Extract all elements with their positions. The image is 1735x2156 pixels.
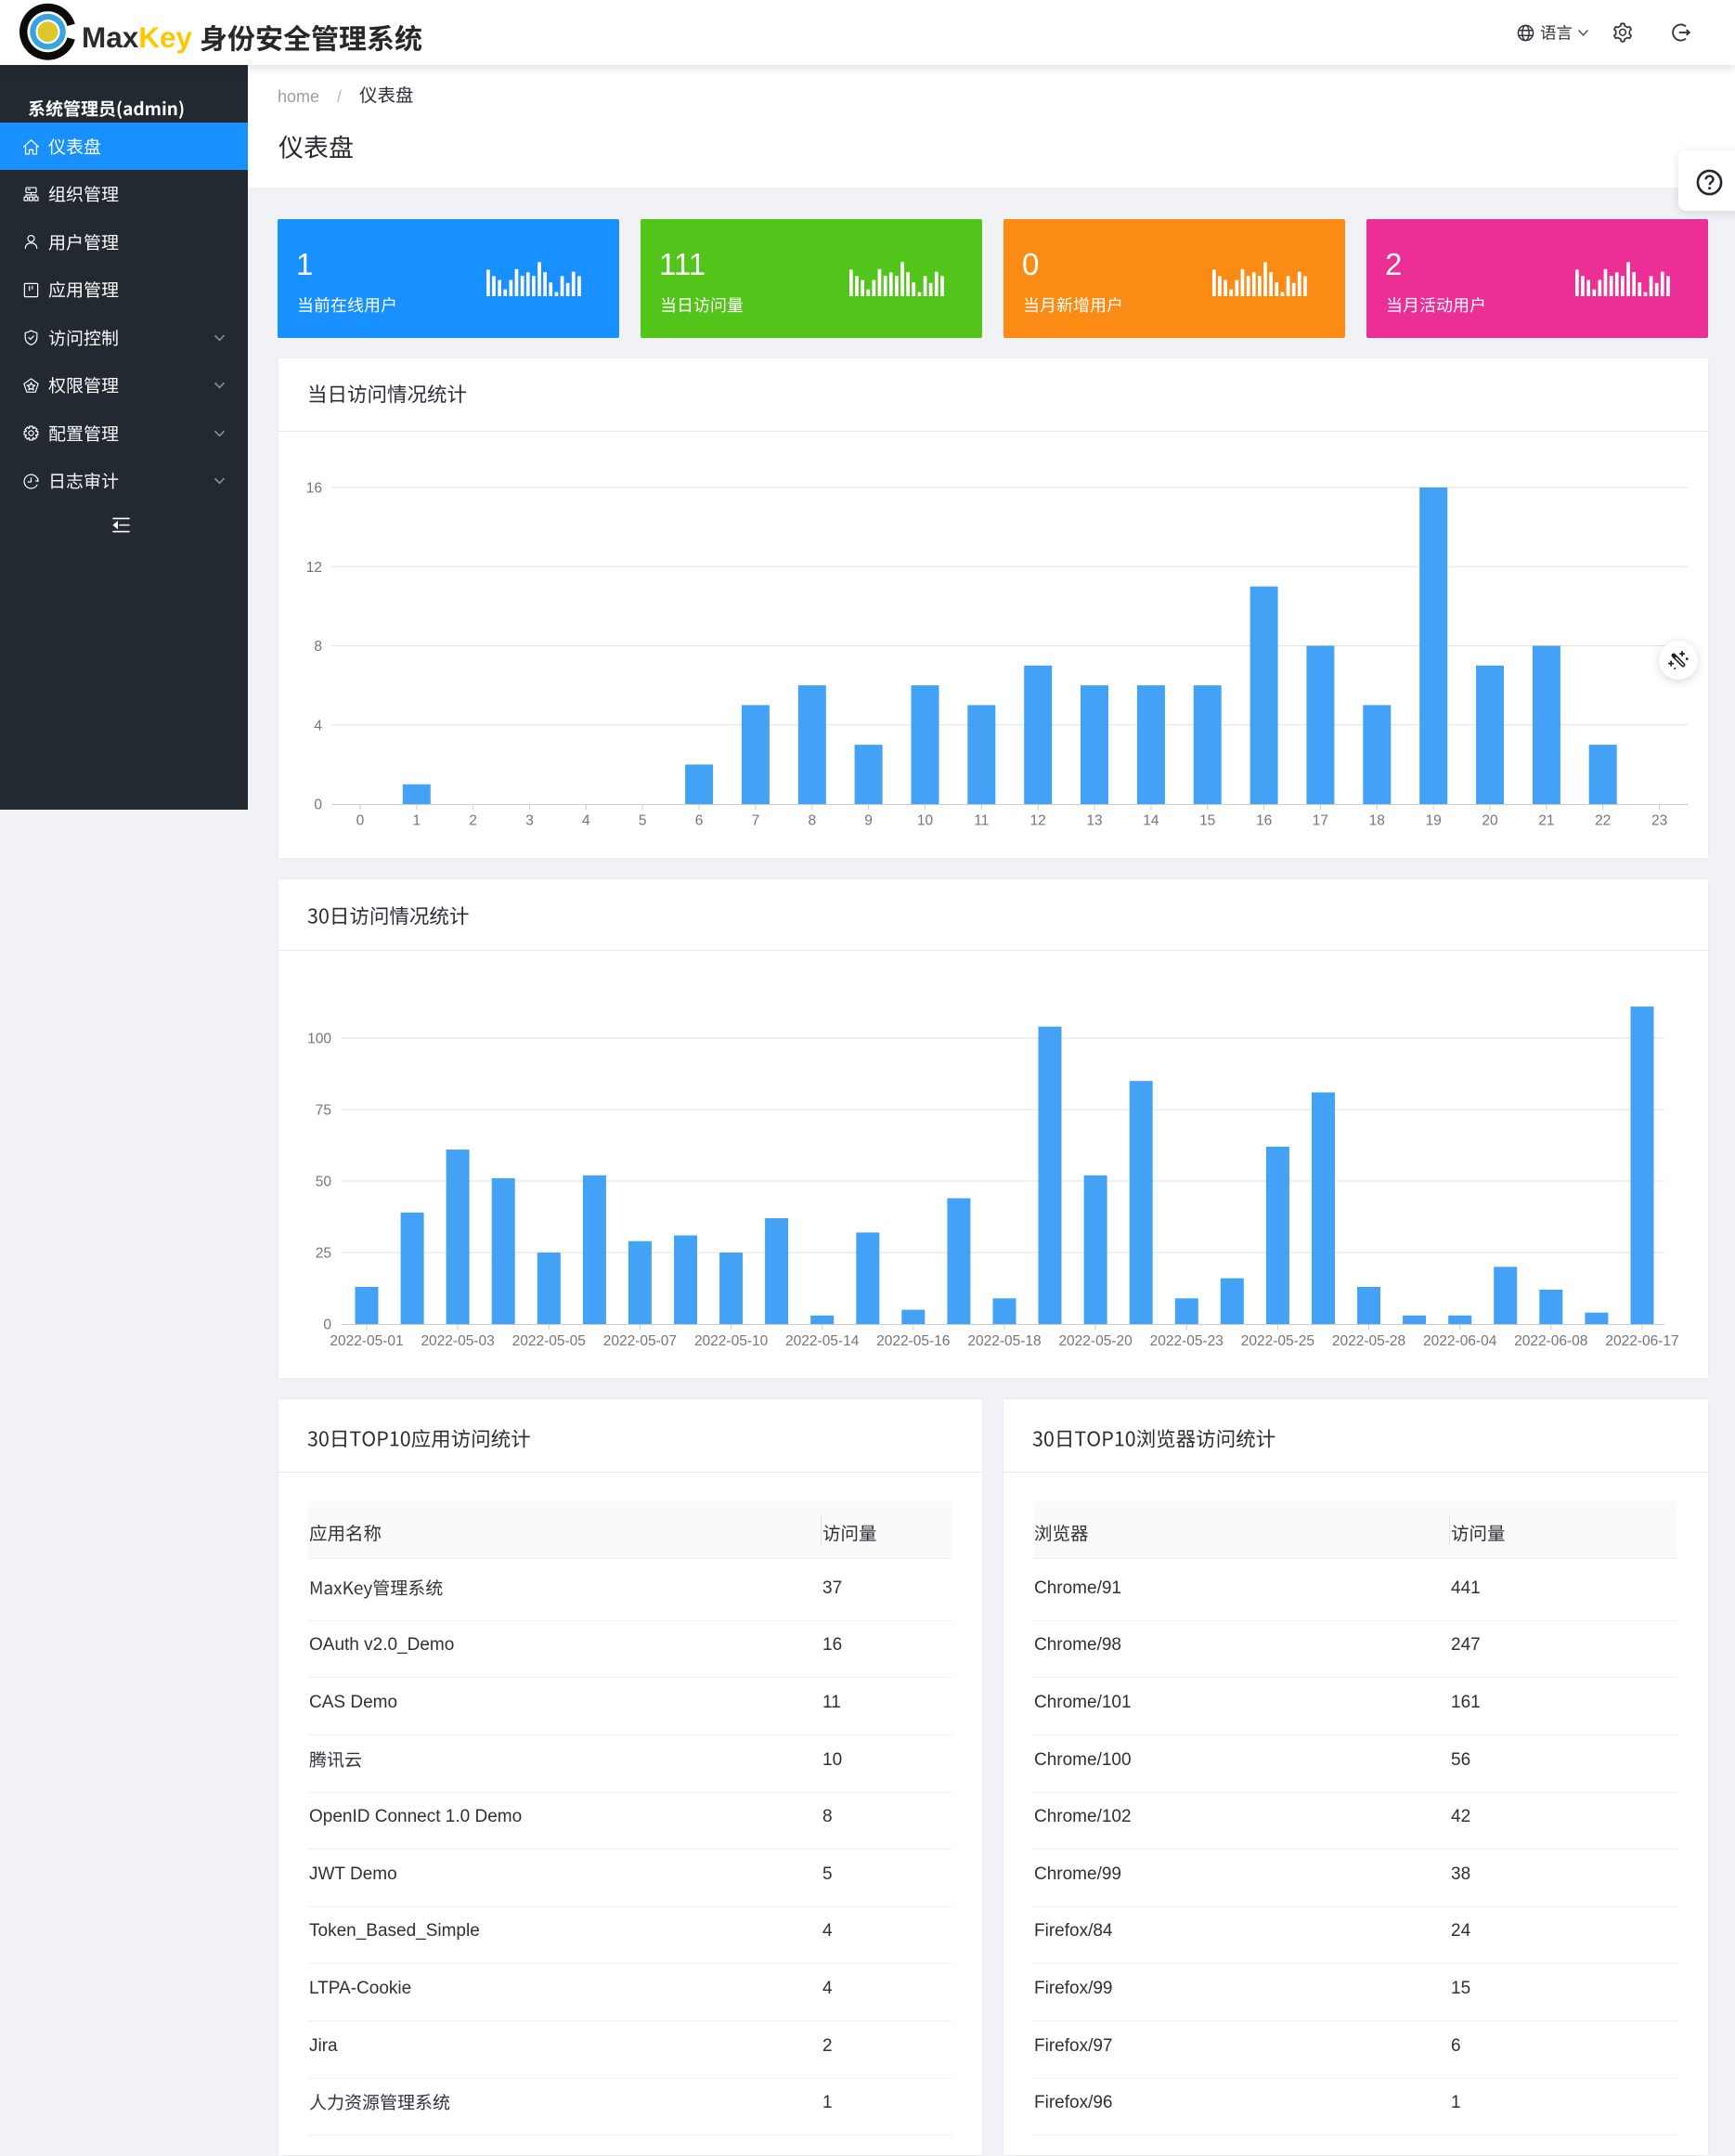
svg-text:14: 14 <box>1143 813 1159 829</box>
svg-text:100: 100 <box>307 1032 331 1047</box>
svg-text:0: 0 <box>323 1318 331 1333</box>
svg-text:16: 16 <box>306 481 322 497</box>
svg-text:19: 19 <box>1426 813 1442 829</box>
svg-text:2022-06-04: 2022-06-04 <box>1423 1333 1497 1349</box>
svg-text:10: 10 <box>917 813 934 829</box>
svg-text:6: 6 <box>695 813 704 829</box>
svg-text:9: 9 <box>864 813 873 829</box>
svg-text:75: 75 <box>316 1103 331 1119</box>
svg-text:15: 15 <box>1199 813 1215 829</box>
svg-text:12: 12 <box>306 560 322 576</box>
svg-text:0: 0 <box>314 798 322 813</box>
svg-text:4: 4 <box>582 813 590 829</box>
svg-text:2022-06-17: 2022-06-17 <box>1605 1333 1678 1349</box>
svg-text:2: 2 <box>469 813 477 829</box>
svg-text:7: 7 <box>752 813 760 829</box>
svg-text:2022-05-10: 2022-05-10 <box>694 1333 769 1349</box>
svg-text:2022-05-28: 2022-05-28 <box>1332 1333 1405 1349</box>
svg-text:12: 12 <box>1030 813 1046 829</box>
svg-text:2022-05-01: 2022-05-01 <box>330 1333 403 1349</box>
svg-text:13: 13 <box>1086 813 1102 829</box>
svg-text:17: 17 <box>1313 813 1328 829</box>
svg-text:21: 21 <box>1538 813 1554 829</box>
svg-text:0: 0 <box>356 813 365 829</box>
svg-text:2022-05-05: 2022-05-05 <box>512 1333 586 1349</box>
svg-text:23: 23 <box>1651 813 1667 829</box>
svg-text:2022-05-25: 2022-05-25 <box>1241 1333 1314 1349</box>
svg-text:2022-06-08: 2022-06-08 <box>1514 1333 1587 1349</box>
svg-text:50: 50 <box>316 1175 332 1190</box>
svg-text:8: 8 <box>808 813 816 829</box>
svg-text:11: 11 <box>974 813 989 829</box>
svg-text:18: 18 <box>1369 813 1385 829</box>
svg-text:2022-05-14: 2022-05-14 <box>785 1333 860 1349</box>
svg-text:2022-05-16: 2022-05-16 <box>876 1333 950 1349</box>
svg-text:22: 22 <box>1595 813 1611 829</box>
svg-text:2022-05-23: 2022-05-23 <box>1150 1333 1224 1349</box>
svg-text:1: 1 <box>412 813 421 829</box>
svg-text:2022-05-03: 2022-05-03 <box>421 1333 494 1349</box>
svg-text:2022-05-07: 2022-05-07 <box>603 1333 677 1349</box>
svg-text:2022-05-20: 2022-05-20 <box>1058 1333 1133 1349</box>
svg-text:16: 16 <box>1256 813 1272 829</box>
svg-text:8: 8 <box>314 639 322 655</box>
svg-text:5: 5 <box>639 813 647 829</box>
svg-text:2022-05-18: 2022-05-18 <box>967 1333 1041 1349</box>
svg-text:25: 25 <box>316 1246 331 1262</box>
svg-text:3: 3 <box>525 813 534 829</box>
svg-text:20: 20 <box>1482 813 1498 829</box>
svg-text:4: 4 <box>314 718 322 734</box>
